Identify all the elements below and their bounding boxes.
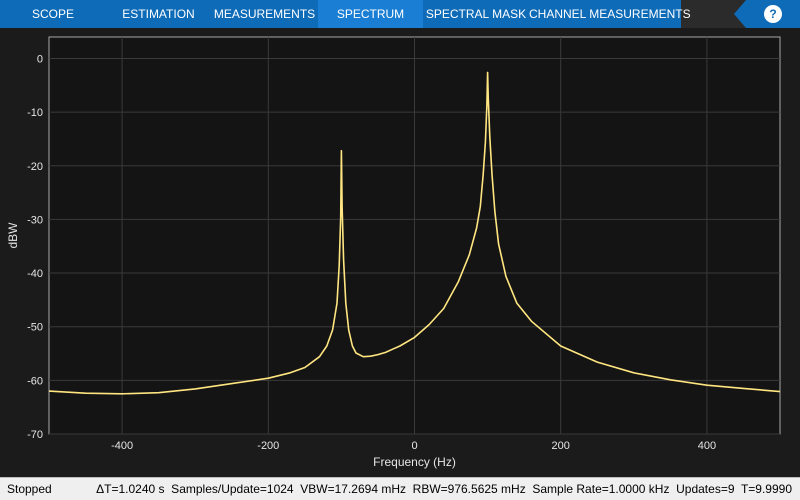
y-tick-label: -70 [27,429,43,441]
tab-estimation[interactable]: ESTIMATION [122,7,195,21]
x-tick-label: 400 [698,440,716,452]
status-details: ΔT=1.0240 s Samples/Update=1024 VBW=17.2… [96,482,792,496]
x-tick-label: -400 [111,440,133,452]
series-group [48,71,781,395]
y-tick-label: -60 [27,375,43,387]
spectrum-trace [48,71,781,395]
x-axis-label: Frequency (Hz) [373,455,456,469]
y-tick-label: -50 [27,322,43,334]
help-icon: ? [764,5,782,23]
tab-spectrum[interactable]: SPECTRUM [318,0,423,28]
x-tick-label: 200 [552,440,570,452]
toolstrip: SCOPE ESTIMATION MEASUREMENTS SPECTRUM S… [0,0,800,28]
y-axis-label: dBW [6,222,20,249]
y-tick-label: -40 [27,268,43,280]
spectrum-plot[interactable]: -400 -200 0 200 400 0 -10 -20 -30 -40 -50 -60 -70 Fr… [0,28,800,476]
spectrum-chart[interactable]: -400 -200 0 200 400 0 -10 -20 -30 -40 -50 -60 -70 Fr… [0,28,800,476]
y-tick-label: -20 [27,161,43,173]
y-tick-label: -30 [27,214,43,226]
tab-bar: SCOPE ESTIMATION MEASUREMENTS SPECTRUM S… [0,0,691,28]
x-tick-label: 0 [411,440,417,452]
help-button[interactable]: ? [746,0,800,28]
y-tick-label: -10 [27,107,43,119]
tick-labels: -400 -200 0 200 400 0 -10 -20 -30 -40 -50 -60 -70 [27,53,716,452]
tab-spectral-mask[interactable]: SPECTRAL MASK [425,7,527,21]
x-tick-label: -200 [257,440,279,452]
y-tick-label: 0 [37,53,43,65]
status-bar: Stopped ΔT=1.0240 s Samples/Update=1024 … [0,477,800,500]
help-tab-edge [734,0,746,28]
status-state: Stopped [7,482,52,496]
grid-lines [49,37,780,435]
tab-measurements[interactable]: MEASUREMENTS [213,7,316,21]
tab-scope[interactable]: SCOPE [31,7,74,21]
tab-channel-measurements[interactable]: CHANNEL MEASUREMENTS [529,7,691,21]
